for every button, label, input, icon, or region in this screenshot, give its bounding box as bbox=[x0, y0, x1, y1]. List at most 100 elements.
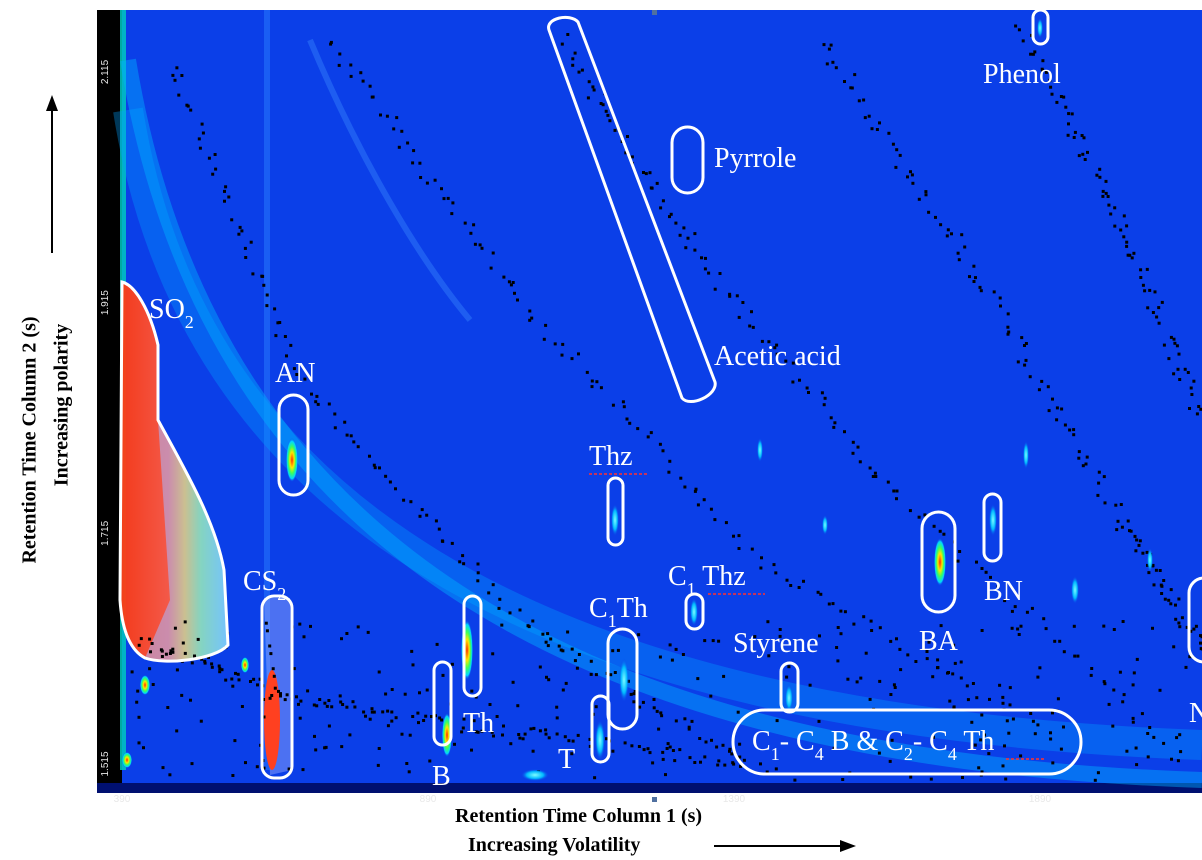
marker-dot bbox=[666, 742, 670, 746]
marker-dot bbox=[177, 93, 181, 97]
marker-dot bbox=[1176, 759, 1180, 763]
marker-dot bbox=[1141, 551, 1145, 555]
peak-spot bbox=[989, 504, 997, 536]
marker-dot bbox=[1120, 525, 1124, 529]
marker-dot bbox=[831, 60, 835, 64]
marker-dot bbox=[753, 635, 757, 639]
marker-dot bbox=[462, 562, 466, 566]
marker-dot bbox=[327, 699, 331, 702]
marker-dot bbox=[528, 318, 532, 322]
marker-dot bbox=[333, 426, 337, 430]
marker-dot bbox=[1036, 723, 1040, 727]
marker-dot bbox=[351, 700, 355, 704]
marker-dot bbox=[895, 489, 899, 493]
marker-dot bbox=[325, 704, 329, 708]
marker-dot bbox=[511, 281, 515, 284]
marker-dot bbox=[575, 666, 579, 670]
marker-dot bbox=[1172, 372, 1176, 376]
th-outline bbox=[462, 594, 483, 698]
marker-dot bbox=[938, 529, 942, 533]
marker-dot bbox=[428, 759, 432, 763]
marker-dot bbox=[630, 155, 634, 159]
marker-dot bbox=[1125, 749, 1129, 753]
marker-dot bbox=[621, 400, 625, 404]
marker-dot bbox=[874, 475, 878, 478]
marker-dot bbox=[356, 625, 360, 629]
marker-dot bbox=[283, 698, 287, 702]
marker-dot bbox=[594, 705, 598, 709]
marker-dot bbox=[240, 229, 244, 233]
marker-dot bbox=[1121, 620, 1125, 623]
marker-dot bbox=[713, 518, 717, 522]
marker-dot bbox=[892, 489, 896, 493]
marker-dot bbox=[273, 686, 277, 690]
marker-dot bbox=[710, 738, 713, 742]
marker-dot bbox=[1192, 379, 1196, 383]
marker-dot bbox=[974, 276, 977, 280]
marker-dot bbox=[927, 640, 931, 644]
marker-dot bbox=[1143, 289, 1147, 293]
marker-dot bbox=[1041, 68, 1045, 72]
marker-dot bbox=[577, 70, 581, 74]
marker-dot bbox=[210, 665, 214, 669]
marker-dot bbox=[314, 748, 318, 752]
marker-dot bbox=[362, 710, 366, 714]
marker-dot bbox=[544, 640, 548, 644]
marker-dot bbox=[1112, 628, 1116, 631]
n-outline bbox=[1187, 576, 1202, 664]
marker-dot bbox=[1169, 335, 1173, 339]
peak-marker-dots bbox=[130, 24, 1202, 782]
marker-dot bbox=[576, 733, 580, 737]
marker-dot bbox=[356, 445, 360, 449]
marker-dot bbox=[668, 215, 671, 219]
marker-dot bbox=[373, 466, 377, 470]
marker-dot bbox=[895, 637, 898, 641]
b-outline bbox=[432, 660, 453, 747]
marker-dot bbox=[189, 108, 193, 112]
marker-dot bbox=[1151, 564, 1155, 568]
marker-dot bbox=[724, 521, 728, 525]
peak-spot bbox=[934, 538, 946, 586]
marker-dot bbox=[1130, 256, 1134, 260]
marker-dot bbox=[1135, 657, 1139, 661]
marker-dot bbox=[189, 698, 192, 702]
marker-dot bbox=[303, 377, 307, 381]
marker-dot bbox=[1038, 666, 1042, 670]
x-tick-label: 1890 bbox=[1029, 794, 1052, 805]
marker-dot bbox=[509, 283, 513, 287]
marker-dot bbox=[822, 43, 826, 47]
marker-dot bbox=[1021, 39, 1025, 43]
marker-dot bbox=[1016, 360, 1020, 364]
marker-dot bbox=[1059, 95, 1063, 98]
marker-dot bbox=[252, 677, 256, 681]
marker-dot bbox=[785, 675, 789, 679]
marker-dot bbox=[862, 98, 866, 102]
marker-dot bbox=[968, 275, 971, 279]
marker-dot bbox=[292, 367, 296, 371]
marker-dot bbox=[1080, 134, 1084, 137]
marker-dot bbox=[1106, 195, 1110, 198]
marker-dot bbox=[759, 762, 762, 766]
marker-dot bbox=[1072, 624, 1076, 628]
marker-dot bbox=[1121, 700, 1125, 704]
marker-dot bbox=[198, 146, 202, 150]
peak-spot bbox=[1071, 576, 1079, 604]
marker-dot bbox=[411, 663, 415, 667]
marker-dot bbox=[927, 210, 931, 214]
marker-dot bbox=[1129, 529, 1133, 533]
marker-dot bbox=[590, 379, 594, 383]
marker-dot bbox=[709, 507, 713, 511]
marker-dot bbox=[1139, 276, 1143, 279]
marker-dot bbox=[980, 713, 984, 717]
marker-dot bbox=[989, 575, 992, 579]
marker-dot bbox=[975, 560, 978, 564]
marker-dot bbox=[265, 629, 269, 633]
marker-dot bbox=[400, 732, 404, 736]
marker-dot bbox=[1010, 609, 1014, 613]
marker-dot bbox=[682, 226, 686, 230]
marker-dot bbox=[832, 746, 836, 750]
marker-dot bbox=[546, 632, 550, 636]
marker-dot bbox=[1067, 112, 1071, 116]
marker-dot bbox=[381, 710, 385, 714]
marker-dot bbox=[1151, 311, 1155, 314]
